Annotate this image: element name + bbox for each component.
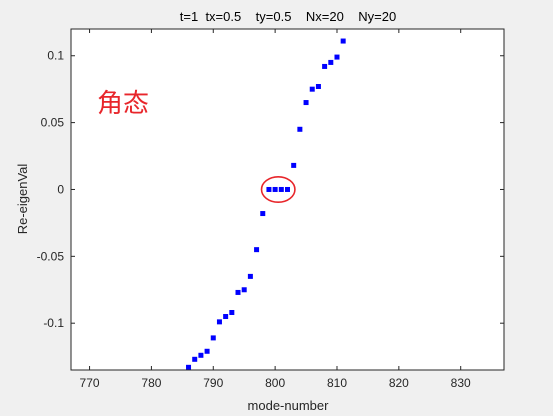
data-point: [254, 247, 260, 253]
data-point: [291, 162, 297, 168]
data-point: [315, 84, 321, 90]
y-tick-label: 0: [57, 182, 64, 196]
x-tick-label: 790: [203, 376, 223, 390]
x-tick-label: 830: [451, 376, 471, 390]
data-point: [186, 364, 192, 370]
x-tick-label: 820: [389, 376, 409, 390]
y-tick-label: -0.05: [37, 249, 65, 263]
data-point: [229, 309, 235, 315]
data-point: [297, 126, 303, 132]
data-point: [340, 38, 346, 44]
data-point: [303, 100, 309, 106]
chart-title: t=1 tx=0.5 ty=0.5 Nx=20 Ny=20: [180, 9, 396, 24]
data-point: [223, 314, 229, 320]
x-tick-label: 770: [80, 376, 100, 390]
y-tick-label: 0.05: [41, 116, 65, 130]
data-point: [328, 59, 334, 65]
x-axis-label: mode-number: [248, 398, 330, 413]
data-point: [192, 356, 198, 362]
y-tick-label: -0.1: [43, 316, 64, 330]
data-point: [278, 186, 284, 192]
marker-layer: [186, 38, 346, 370]
corner-state-annotation: 角态: [97, 89, 149, 119]
x-tick-label: 800: [265, 376, 285, 390]
data-point: [241, 287, 247, 293]
data-point: [322, 63, 328, 69]
annotation-layer: [260, 175, 296, 203]
data-point: [266, 186, 272, 192]
data-point: [334, 54, 340, 60]
y-tick-label: 0.1: [47, 49, 64, 63]
data-point: [198, 352, 204, 358]
data-point: [309, 86, 315, 92]
y-axis-label: Re-eigenVal: [15, 164, 30, 235]
data-point: [260, 211, 266, 217]
x-tick-label: 810: [327, 376, 347, 390]
axes-box: [70, 28, 505, 371]
data-point: [285, 186, 290, 192]
highlight-ellipse: [260, 175, 296, 203]
data-point: [204, 348, 210, 354]
data-point: [216, 319, 222, 325]
data-point: [235, 289, 241, 295]
data-point: [247, 273, 253, 279]
tick-layer: 770 780 790 800 810 820 830 -0.1 -0.05 0 0.05 0.1: [37, 29, 504, 390]
data-point: [272, 186, 278, 192]
data-point: [210, 335, 216, 341]
x-tick-label: 780: [141, 376, 161, 390]
